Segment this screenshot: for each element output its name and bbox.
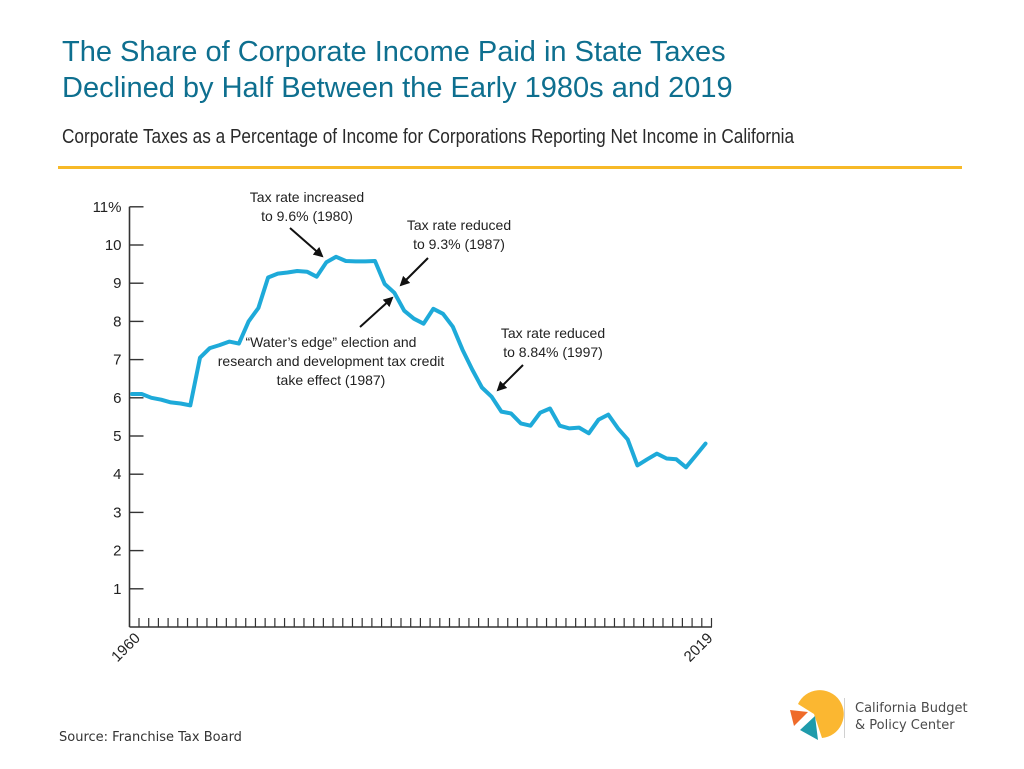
annotation: Tax rate increased to 9.6% (1980) — [250, 189, 364, 258]
y-tick-label: 10 — [105, 237, 122, 254]
series-line — [130, 254, 708, 470]
annotation-text: Tax rate reduced — [501, 325, 605, 341]
y-tick-label: 9 — [113, 275, 121, 292]
annotation-text: take effect (1987) — [277, 372, 386, 388]
logo-text: California Budget & Policy Center — [855, 700, 968, 734]
x-tick-label: 2019 — [681, 630, 717, 666]
y-tick-label: 11% — [93, 199, 122, 216]
annotation: Tax rate reduced to 8.84% (1997) — [496, 325, 605, 392]
annotation-arrow — [359, 296, 394, 328]
series-group — [130, 254, 708, 470]
cbpc-logo-icon — [790, 690, 844, 740]
y-tick-label: 2 — [113, 543, 121, 560]
x-tick-label: 1960 — [108, 630, 144, 666]
chart-subtitle: Corporate Taxes as a Percentage of Incom… — [62, 126, 795, 148]
annotation: “Water’s edge” election and research and … — [218, 296, 445, 388]
source-note: Source: Franchise Tax Board — [59, 730, 242, 745]
annotation-text: research and development tax credit — [218, 353, 445, 369]
logo-yellow-wedge — [798, 690, 844, 738]
annotation-arrow — [289, 227, 324, 258]
y-tick-label: 7 — [113, 352, 121, 369]
annotation: Tax rate reduced to 9.3% (1987) — [399, 217, 511, 287]
logo-orange-wedge — [790, 710, 808, 726]
x-tick-label-group: 1960 — [108, 630, 144, 666]
annotation-text: to 9.6% (1980) — [261, 208, 353, 224]
y-tick-label: 1 — [113, 581, 121, 598]
annotation-arrow — [496, 364, 524, 392]
y-tick-label: 8 — [113, 313, 121, 330]
annotation-text: to 9.3% (1987) — [413, 236, 505, 252]
logo-divider — [844, 698, 845, 738]
annotation-arrow — [399, 257, 429, 287]
y-tick-label: 5 — [113, 428, 121, 445]
logo-teal-wedge — [800, 716, 818, 740]
y-tick-label: 3 — [113, 504, 121, 521]
title-divider — [58, 166, 962, 169]
title-line-2: Declined by Half Between the Early 1980s… — [62, 72, 733, 104]
y-tick-label: 4 — [113, 466, 121, 483]
annotation-text: Tax rate reduced — [407, 217, 511, 233]
annotation-text: Tax rate increased — [250, 189, 364, 205]
chart-title: The Share of Corporate Income Paid in St… — [62, 34, 942, 106]
y-axis: 1 2 3 4 5 6 7 8 9 10 11% — [93, 199, 144, 627]
logo-line-2: & Policy Center — [855, 718, 955, 733]
annotation-text: to 8.84% (1997) — [503, 344, 603, 360]
annotation-text: “Water’s edge” election and — [246, 334, 417, 350]
x-tick-label-group: 2019 — [681, 630, 717, 666]
title-line-1: The Share of Corporate Income Paid in St… — [62, 36, 726, 68]
logo-line-1: California Budget — [855, 701, 968, 716]
x-axis: 1960 2019 — [108, 618, 716, 665]
y-tick-label: 6 — [113, 390, 121, 407]
